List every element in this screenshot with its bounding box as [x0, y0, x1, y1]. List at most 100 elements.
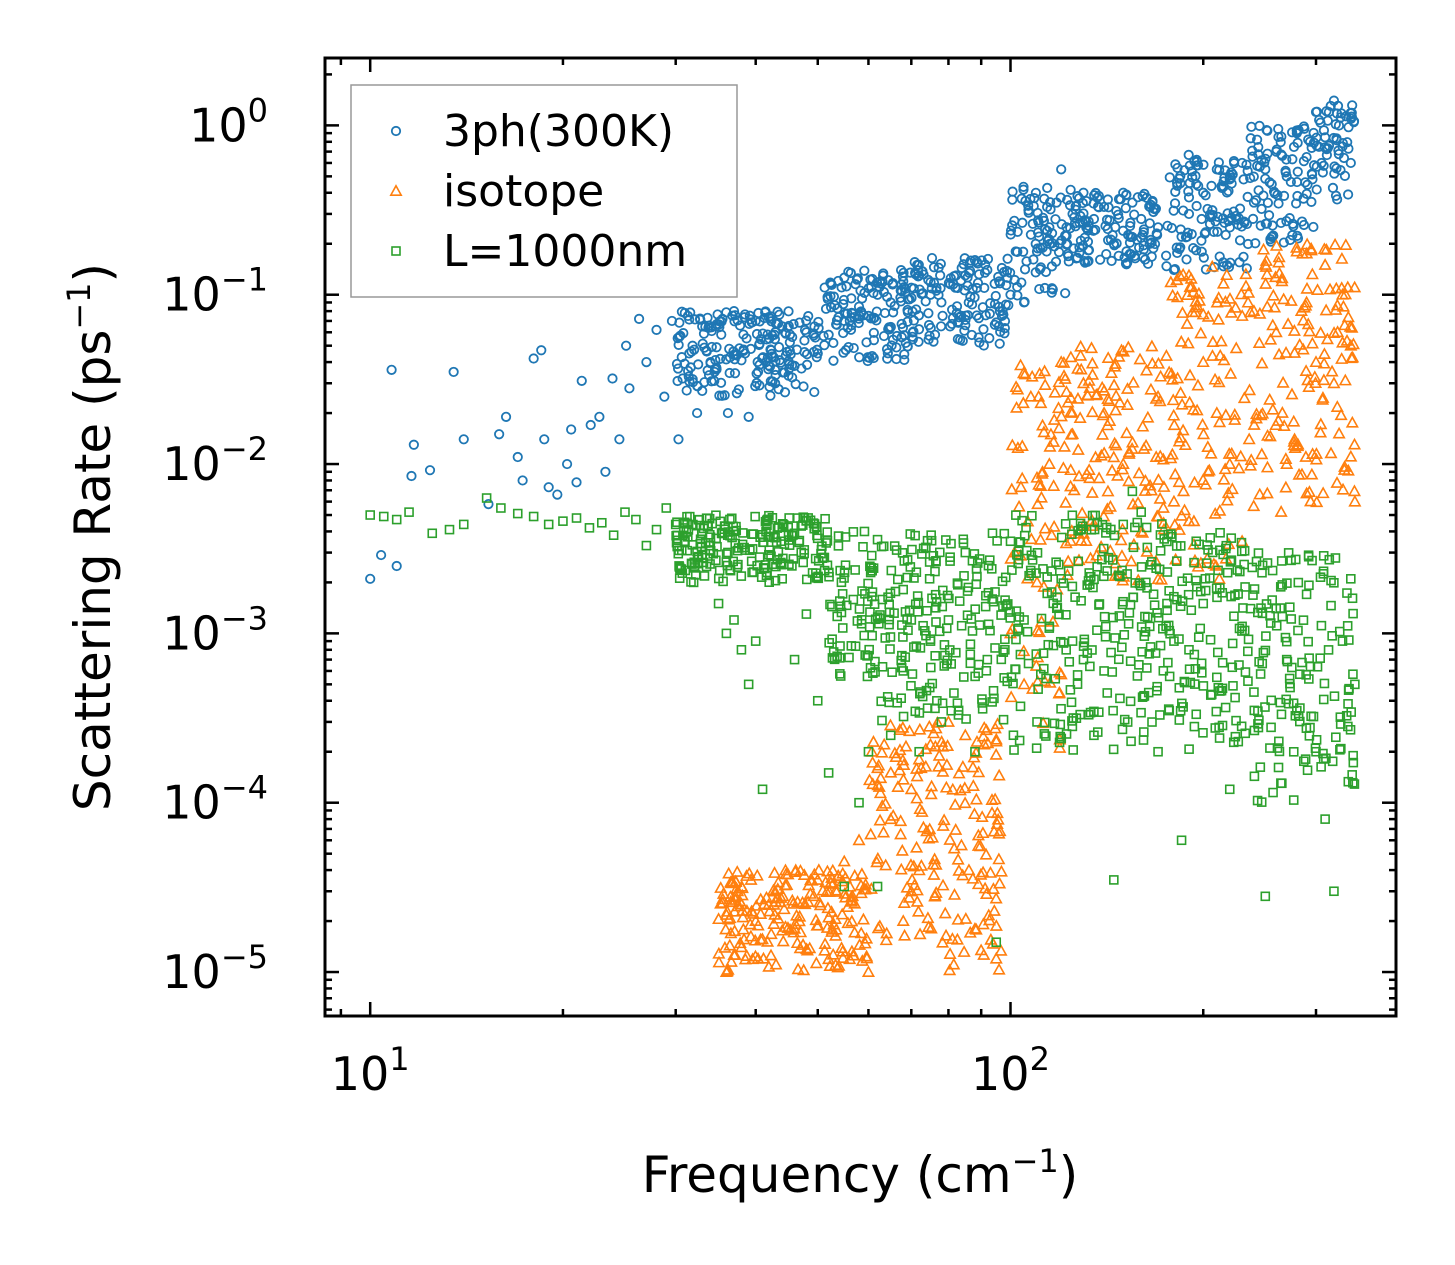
- data-point: [1139, 363, 1154, 376]
- data-point: [1345, 157, 1356, 169]
- data-point: [1080, 467, 1094, 479]
- data-point: [1108, 569, 1122, 581]
- data-point: [1327, 631, 1337, 641]
- data-point: [1132, 192, 1143, 203]
- data-point: [444, 524, 455, 535]
- data-point: [915, 805, 929, 817]
- data-point: [856, 912, 870, 925]
- data-point: [1184, 744, 1194, 754]
- data-point: [1287, 324, 1301, 336]
- data-point: [875, 745, 889, 758]
- data-point: [788, 917, 802, 929]
- data-point: [959, 571, 969, 581]
- data-point: [906, 282, 917, 293]
- data-point: [1027, 510, 1037, 521]
- data-point: [517, 475, 528, 486]
- data-point: [1118, 187, 1129, 198]
- data-point: [1127, 537, 1141, 550]
- data-point: [826, 947, 840, 960]
- data-point: [996, 654, 1007, 665]
- data-point: [1042, 182, 1053, 194]
- data-point: [978, 324, 989, 335]
- data-point: [832, 303, 843, 314]
- data-point: [1332, 194, 1343, 205]
- data-point: [1100, 631, 1111, 642]
- data-point: [922, 719, 936, 732]
- data-point: [1122, 474, 1136, 487]
- data-point: [965, 639, 976, 650]
- data-point: [902, 724, 917, 737]
- data-point: [1213, 565, 1223, 576]
- data-point: [936, 717, 947, 727]
- data-point: [1263, 210, 1275, 221]
- data-point: [796, 521, 807, 531]
- data-point: [883, 592, 893, 602]
- data-point: [1168, 518, 1182, 530]
- data-point: [1264, 332, 1278, 345]
- data-point: [739, 542, 749, 553]
- data-point: [1083, 255, 1094, 267]
- data-point: [1335, 112, 1346, 123]
- data-point: [620, 507, 630, 517]
- data-point: [674, 562, 685, 572]
- data-point: [1164, 671, 1175, 682]
- data-point: [1316, 391, 1330, 403]
- data-point: [1116, 457, 1130, 470]
- data-point: [813, 316, 824, 328]
- data-point: [1217, 472, 1231, 485]
- data-point: [1212, 375, 1226, 388]
- data-point: [1024, 389, 1038, 402]
- data-point: [943, 277, 954, 289]
- data-point: [1316, 486, 1330, 499]
- data-point: [1162, 365, 1176, 378]
- data-point: [1061, 554, 1075, 567]
- data-point: [858, 936, 872, 949]
- data-point: [1284, 294, 1298, 306]
- data-point: [1055, 731, 1066, 742]
- data-point: [1157, 519, 1167, 529]
- data-point: [1334, 408, 1348, 421]
- data-point: [1222, 208, 1233, 219]
- data-point: [1212, 291, 1226, 303]
- data-point: [1141, 522, 1152, 533]
- data-point: [958, 728, 972, 741]
- data-point: [1258, 647, 1269, 658]
- data-point: [882, 348, 893, 359]
- x-tick-label: 101: [331, 1040, 410, 1101]
- data-point: [1151, 389, 1165, 402]
- data-point: [868, 327, 879, 338]
- data-point: [907, 334, 918, 345]
- data-point: [886, 565, 897, 576]
- data-point: [1007, 186, 1018, 197]
- data-point: [760, 516, 771, 527]
- data-point: [448, 366, 459, 378]
- data-point: [1330, 476, 1344, 488]
- data-point: [1221, 187, 1233, 198]
- data-point: [1094, 539, 1108, 552]
- data-point: [1067, 510, 1078, 521]
- data-point: [1267, 220, 1278, 231]
- data-point: [1241, 263, 1252, 274]
- data-point: [1097, 406, 1111, 419]
- data-point: [1338, 318, 1352, 331]
- data-point: [1104, 366, 1119, 378]
- data-point: [754, 380, 765, 391]
- data-point: [1025, 565, 1036, 576]
- data-point: [1061, 645, 1071, 655]
- data-point: [1318, 754, 1329, 764]
- data-point: [1151, 473, 1166, 485]
- data-point: [967, 626, 978, 636]
- data-point: [760, 934, 775, 947]
- data-point: [1128, 542, 1139, 553]
- data-point: [1179, 677, 1190, 688]
- data-point: [828, 337, 839, 349]
- data-point: [1255, 669, 1266, 679]
- data-point: [1208, 226, 1219, 237]
- data-point: [594, 411, 605, 422]
- data-point: [838, 294, 849, 306]
- data-point: [777, 321, 788, 332]
- data-point: [1094, 599, 1105, 609]
- data-point: [1136, 213, 1147, 225]
- data-point: [424, 465, 436, 476]
